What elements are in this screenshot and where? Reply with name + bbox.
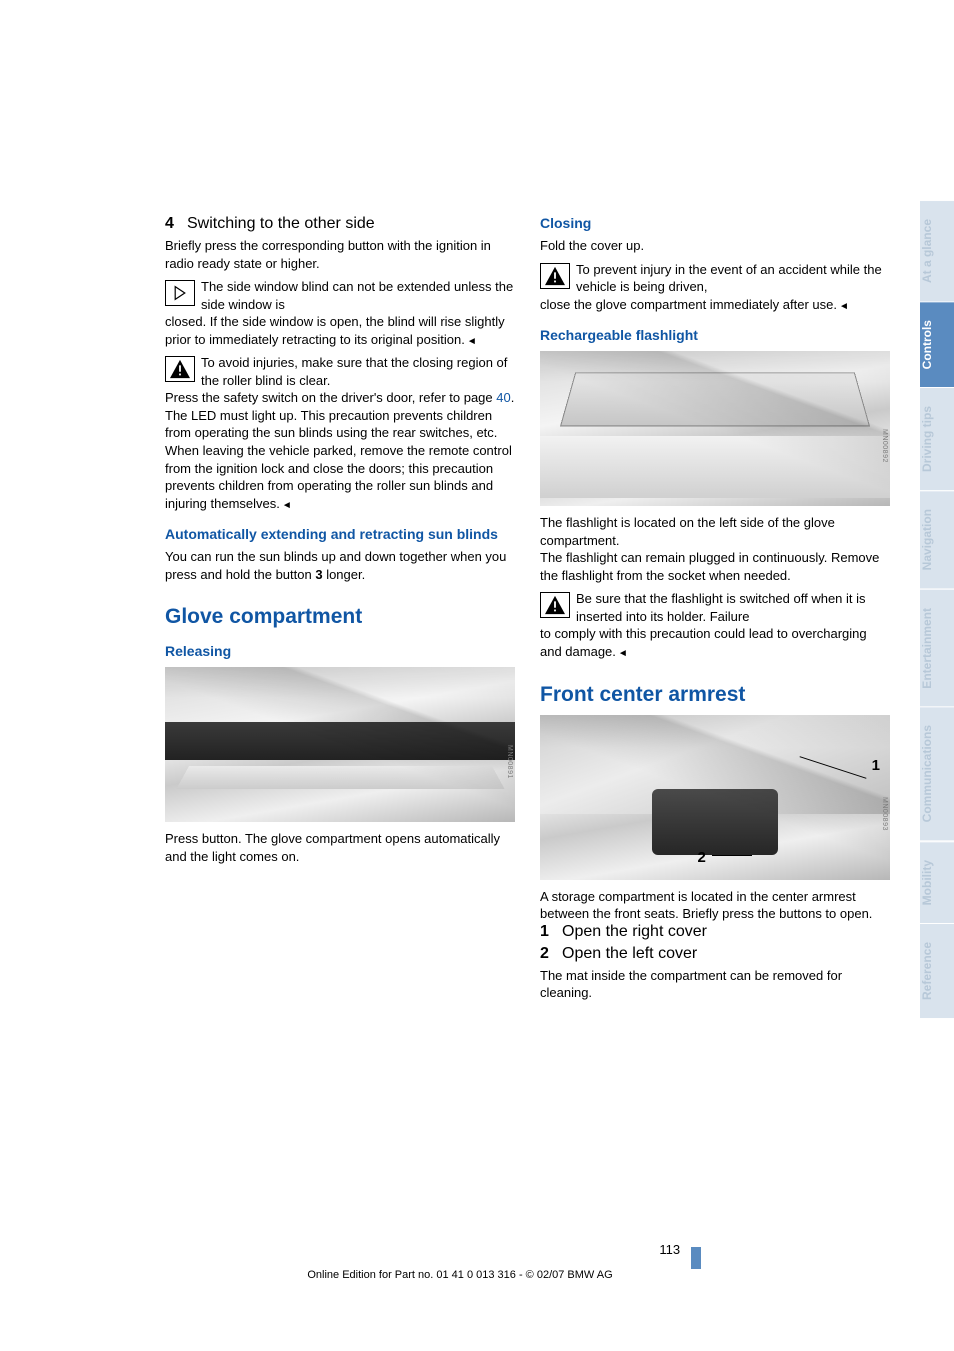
body-text: The flashlight can remain plugged in con… (540, 549, 890, 584)
body-text: The flashlight is located on the left si… (540, 514, 890, 549)
body-text: Fold the cover up. (540, 237, 890, 255)
list-item: 4 Switching to the other side (165, 215, 515, 233)
item-label: Switching to the other side (187, 215, 375, 233)
notice-text: The side window blind can not be extende… (201, 278, 515, 313)
section-tab[interactable]: At a glance (920, 200, 954, 301)
image-ref-code: MN00892 (881, 429, 888, 463)
content-area: 4 Switching to the other side Briefly pr… (0, 0, 920, 1351)
warning-notice: To prevent injury in the event of an acc… (540, 261, 890, 296)
text-part: longer. (323, 567, 366, 582)
info-notice: The side window blind can not be extende… (165, 278, 515, 313)
item-text: Open the left cover (562, 945, 697, 963)
image-ref-code: MN00891 (506, 745, 513, 779)
item-text: Open the right cover (562, 923, 707, 941)
text-part: Press the safety switch on the driver's … (165, 390, 496, 405)
warning-icon (540, 263, 570, 289)
glove-compartment-illustration: MN00891 (165, 667, 515, 822)
body-text: Briefly press the corresponding button w… (165, 237, 515, 272)
heading-auto-blinds: Automatically extending and retracting s… (165, 526, 515, 542)
section-tab[interactable]: Communications (920, 706, 954, 840)
item-number: 1 (540, 923, 562, 941)
info-icon (165, 280, 195, 306)
heading-glove-compartment: Glove compartment (165, 605, 515, 629)
warning-notice: To avoid injuries, make sure that the cl… (165, 354, 515, 389)
image-ref-code: MN00893 (881, 797, 888, 831)
body-text: Press button. The glove compartment open… (165, 830, 515, 865)
section-tab[interactable]: Entertainment (920, 589, 954, 707)
page-marker (691, 1247, 701, 1269)
flashlight-illustration: MN00892 (540, 351, 890, 506)
warning-notice: Be sure that the flashlight is switched … (540, 590, 890, 625)
body-text: You can run the sun blinds up and down t… (165, 548, 515, 583)
copyright-text: Online Edition for Part no. 01 41 0 013 … (0, 1269, 920, 1281)
page-footer: 113 Online Edition for Part no. 01 41 0 … (0, 1241, 920, 1281)
section-tab[interactable]: Controls (920, 301, 954, 387)
heading-flashlight: Rechargeable flashlight (540, 327, 890, 343)
notice-text: Be sure that the flashlight is switched … (576, 590, 890, 625)
section-tab[interactable]: Mobility (920, 841, 954, 923)
heading-closing: Closing (540, 215, 890, 231)
heading-armrest: Front center armrest (540, 683, 890, 707)
item-number: 4 (165, 215, 187, 233)
armrest-illustration: 1 2 MN00893 (540, 715, 890, 880)
left-column: 4 Switching to the other side Briefly pr… (165, 215, 515, 1351)
section-tab[interactable]: Reference (920, 923, 954, 1018)
notice-text: To prevent injury in the event of an acc… (576, 261, 890, 296)
notice-text: To avoid injuries, make sure that the cl… (201, 354, 515, 389)
page-container: 4 Switching to the other side Briefly pr… (0, 0, 954, 1351)
text-part: . The LED must light up. This precaution… (165, 390, 514, 510)
heading-releasing: Releasing (165, 643, 515, 659)
callout-2: 2 (698, 849, 706, 866)
body-text: A storage compartment is located in the … (540, 888, 890, 923)
section-tab[interactable]: Navigation (920, 490, 954, 588)
right-column: Closing Fold the cover up. To prevent in… (540, 215, 890, 1351)
body-text: close the glove compartment immediately … (540, 296, 890, 314)
bold-ref: 3 (315, 567, 322, 582)
item-number: 2 (540, 945, 562, 963)
list-item: 1 Open the right cover (540, 923, 890, 941)
body-text: Press the safety switch on the driver's … (165, 389, 515, 512)
page-link[interactable]: 40 (496, 390, 510, 405)
body-text: to comply with this precaution could lea… (540, 625, 890, 660)
body-text: The mat inside the compartment can be re… (540, 967, 890, 1002)
section-tab[interactable]: Driving tips (920, 387, 954, 490)
page-number: 113 (659, 1242, 680, 1257)
list-item: 2 Open the left cover (540, 945, 890, 963)
section-tabs: At a glanceControlsDriving tipsNavigatio… (920, 0, 954, 1351)
warning-icon (165, 356, 195, 382)
callout-1: 1 (872, 757, 880, 774)
warning-icon (540, 592, 570, 618)
body-text: closed. If the side window is open, the … (165, 313, 515, 348)
